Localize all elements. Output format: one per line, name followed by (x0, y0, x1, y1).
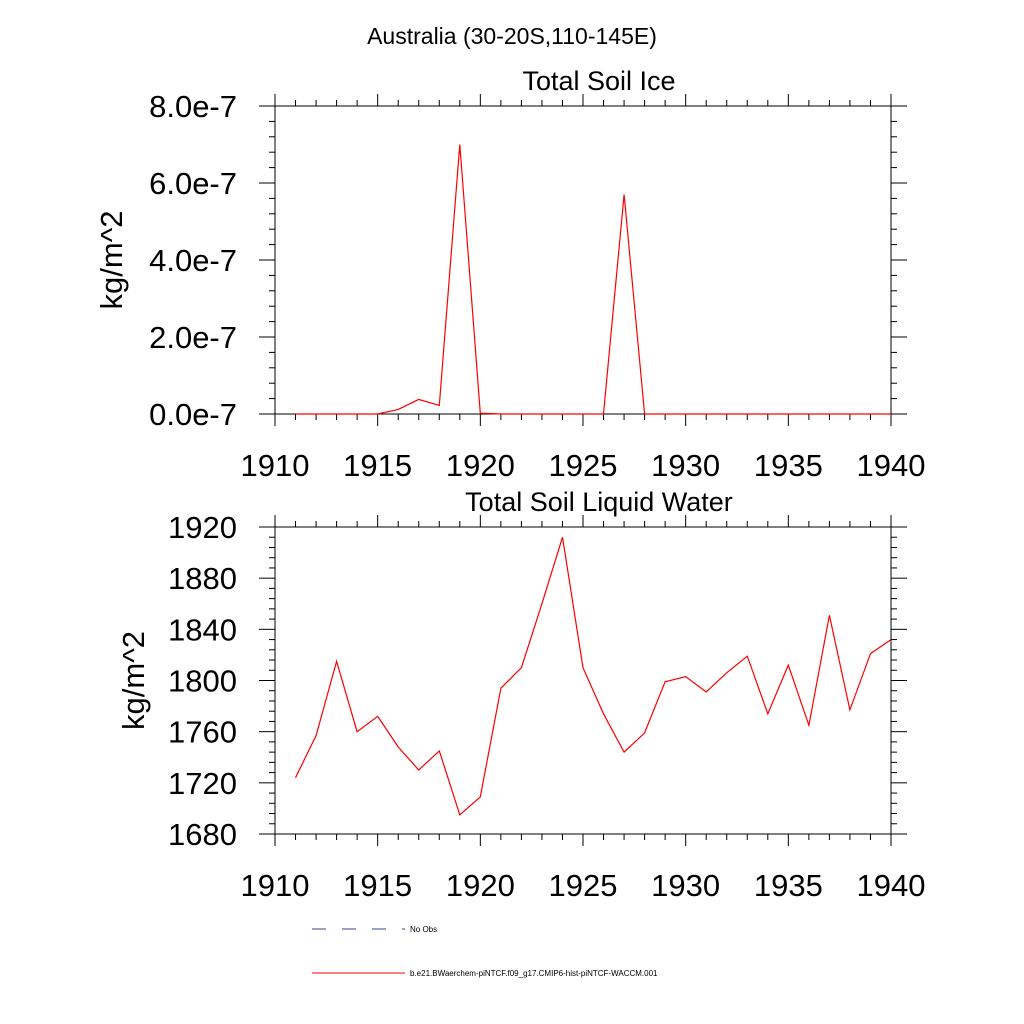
x-tick-label: 1930 (651, 448, 720, 483)
x-tick-label: 1940 (857, 868, 926, 903)
y-tick-label: 1680 (168, 817, 237, 852)
x-tick-label: 1935 (754, 448, 823, 483)
x-tick-label: 1915 (343, 448, 412, 483)
y-tick-label: 6.0e-7 (149, 166, 237, 201)
y-tick-label: 1760 (168, 715, 237, 750)
x-tick-label: 1930 (651, 868, 720, 903)
y-tick-label: 1840 (168, 612, 237, 647)
x-tick-label: 1910 (241, 448, 310, 483)
y-tick-label: 2.0e-7 (149, 320, 237, 355)
chart-panel-2: Total Soil Liquid Water 1910 1915 1920 1925 1… (116, 487, 925, 903)
x-tick-label: 1910 (241, 868, 310, 903)
plot-frame (274, 526, 892, 835)
y-tick-label: 1800 (168, 664, 237, 699)
figure-title: Australia (30-20S,110-145E) (367, 23, 657, 49)
chart-panel-1: Total Soil Ice 1910 1915 1920 1925 1930 1935 19… (94, 66, 925, 483)
series-line (295, 144, 891, 415)
x-tick-label: 1915 (343, 868, 412, 903)
legend: No Obs b.e21.BWaerchem-piNTCF.f09_g17.CMI… (312, 925, 658, 978)
y-tick-label: 1880 (168, 561, 237, 596)
x-tick-label: 1925 (549, 448, 618, 483)
y-tick-label: 1720 (168, 766, 237, 801)
legend-label: No Obs (410, 925, 437, 934)
legend-label: b.e21.BWaerchem-piNTCF.f09_g17.CMIP6-his… (410, 969, 658, 978)
x-tick-label: 1940 (857, 448, 926, 483)
chart-title: Total Soil Ice (522, 66, 675, 96)
charts-container: Total Soil Ice 1910 1915 1920 1925 1930 1935 19… (94, 66, 925, 903)
series-line (294, 537, 892, 816)
y-axis-label: kg/m^2 (116, 631, 151, 730)
chart-title: Total Soil Liquid Water (465, 487, 733, 517)
x-tick-label: 1920 (446, 448, 515, 483)
y-tick-label: 0.0e-7 (149, 397, 237, 432)
y-axis-label: kg/m^2 (94, 211, 129, 310)
x-tick-label: 1920 (446, 868, 515, 903)
x-tick-label: 1925 (549, 868, 618, 903)
x-tick-label: 1935 (754, 868, 823, 903)
plot-frame (274, 105, 892, 415)
y-tick-label: 4.0e-7 (149, 243, 237, 278)
y-tick-label: 8.0e-7 (149, 89, 237, 124)
y-tick-label: 1920 (168, 510, 237, 545)
